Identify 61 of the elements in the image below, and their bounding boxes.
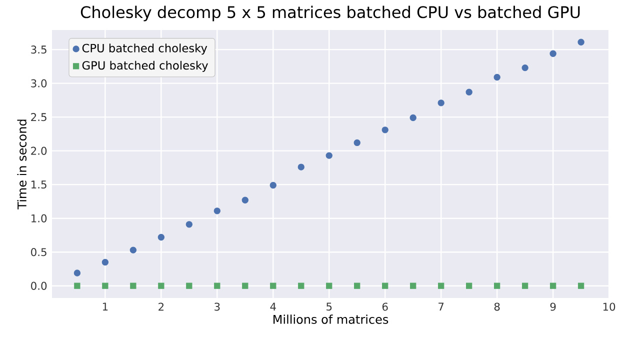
point bbox=[130, 282, 136, 289]
point bbox=[270, 282, 276, 289]
point bbox=[466, 282, 472, 289]
x-tick-label: 8 bbox=[494, 302, 500, 311]
point bbox=[242, 282, 248, 289]
x-tick-label: 2 bbox=[158, 302, 164, 311]
legend-label: GPU batched cholesky bbox=[82, 60, 208, 72]
point bbox=[158, 282, 164, 289]
y-tick-label: 1.0 bbox=[31, 214, 47, 222]
x-tick-label: 9 bbox=[550, 302, 556, 311]
point bbox=[410, 282, 416, 289]
point bbox=[578, 38, 584, 46]
point bbox=[438, 282, 444, 289]
point bbox=[130, 246, 137, 254]
point bbox=[242, 196, 248, 204]
x-tick-label: 1 bbox=[102, 302, 108, 310]
point bbox=[522, 282, 528, 289]
y-tick-label: 0.0 bbox=[31, 282, 47, 290]
point bbox=[74, 282, 80, 289]
point bbox=[354, 139, 360, 146]
point bbox=[550, 50, 556, 57]
x-tick-label: 4 bbox=[270, 302, 276, 310]
point bbox=[214, 208, 220, 214]
point bbox=[74, 270, 81, 276]
point bbox=[438, 100, 444, 106]
point bbox=[270, 182, 276, 189]
point bbox=[298, 164, 304, 170]
point bbox=[410, 114, 416, 122]
y-tick-label: 3.0 bbox=[31, 79, 47, 88]
y-axis-title: Time in second bbox=[17, 120, 27, 210]
y-tick-label: 2.5 bbox=[31, 113, 46, 122]
point bbox=[186, 282, 192, 289]
point bbox=[298, 282, 304, 289]
point bbox=[326, 282, 332, 289]
point bbox=[494, 74, 500, 81]
point bbox=[382, 126, 388, 134]
y-tick-label: 2.0 bbox=[31, 146, 47, 155]
x-axis-title: Millions of matrices bbox=[274, 314, 388, 324]
point bbox=[522, 64, 528, 72]
point bbox=[494, 282, 500, 289]
y-tick-label: 3.5 bbox=[31, 46, 46, 54]
y-tick-label: 1.5 bbox=[31, 180, 46, 189]
point bbox=[102, 282, 108, 289]
point bbox=[158, 234, 165, 241]
point bbox=[186, 221, 192, 228]
x-tick-label: 6 bbox=[382, 302, 388, 311]
point bbox=[382, 282, 388, 289]
x-tick-label: 3 bbox=[214, 302, 220, 311]
x-tick-label: 5 bbox=[326, 302, 332, 311]
point bbox=[550, 282, 556, 289]
legend-label: CPU batched cholesky bbox=[82, 44, 208, 55]
x-tick-label: 10 bbox=[603, 302, 616, 311]
y-tick-label: 0.5 bbox=[31, 248, 46, 256]
point bbox=[214, 282, 220, 289]
point bbox=[326, 152, 332, 159]
chart-title: Cholesky decomp 5 x 5 matrices batched CPU vs batched GPU bbox=[80, 6, 580, 22]
x-tick-label: 7 bbox=[438, 302, 444, 310]
point bbox=[102, 258, 109, 266]
point bbox=[354, 282, 360, 289]
point bbox=[578, 282, 584, 289]
point bbox=[466, 88, 472, 96]
